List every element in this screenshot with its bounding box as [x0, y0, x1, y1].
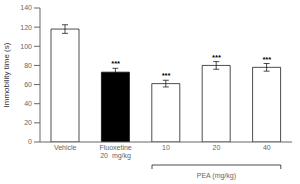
svg-text:40: 40: [263, 144, 271, 151]
svg-text:PEA (mg/kg): PEA (mg/kg): [197, 172, 236, 180]
svg-text:Vehicle: Vehicle: [54, 144, 77, 151]
svg-text:20: 20: [213, 144, 221, 151]
svg-text:80: 80: [24, 62, 32, 69]
svg-text:***: ***: [161, 71, 171, 80]
svg-text:140: 140: [20, 4, 32, 11]
svg-text:***: ***: [262, 55, 272, 64]
svg-text:100: 100: [20, 43, 32, 50]
svg-text:0: 0: [28, 138, 32, 145]
svg-text:Fluoxetine20 mg/kg: Fluoxetine20 mg/kg: [99, 144, 131, 160]
svg-text:40: 40: [24, 100, 32, 107]
svg-text:10: 10: [162, 144, 170, 151]
svg-text:***: ***: [111, 59, 121, 68]
svg-text:20: 20: [24, 119, 32, 126]
svg-text:60: 60: [24, 81, 32, 88]
svg-text:Immobility time (s): Immobility time (s): [8, 42, 11, 107]
svg-text:120: 120: [20, 24, 32, 31]
svg-text:***: ***: [212, 53, 222, 62]
